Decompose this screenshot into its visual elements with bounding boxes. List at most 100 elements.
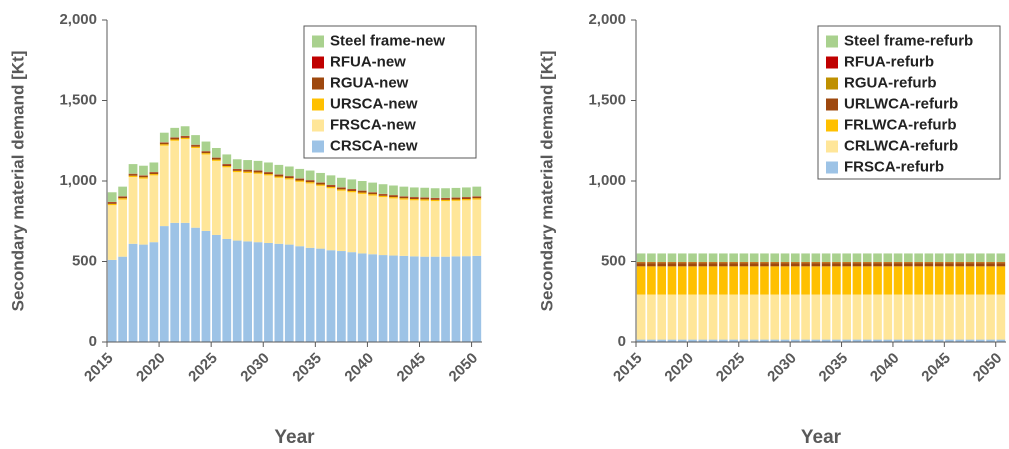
bar-segment (420, 256, 430, 342)
bar-segment (305, 180, 315, 183)
bar-segment (149, 172, 159, 175)
legend-label: RFUA-new (330, 53, 406, 70)
bar-segment (986, 266, 995, 295)
bar-segment (337, 190, 346, 252)
bar-segment (441, 198, 450, 200)
bar-segment (677, 262, 687, 264)
bar-segment (821, 262, 831, 264)
bar-segment (305, 247, 315, 342)
bar-segment (790, 266, 800, 295)
bar-segment (749, 294, 759, 340)
bar-segment (284, 244, 294, 342)
bar-segment (264, 162, 273, 173)
bar-segment (159, 142, 169, 145)
bar-segment (284, 178, 294, 180)
bar-segment (462, 199, 471, 201)
legend-swatch (826, 77, 838, 90)
bar-segment (191, 135, 200, 145)
y-tick-label: 500 (601, 252, 626, 269)
bar-segment (295, 180, 305, 182)
bar-segment (883, 266, 893, 295)
x-tick-label: 2015 (81, 350, 117, 386)
bar-segment (934, 266, 944, 295)
bar-segment (212, 234, 221, 342)
bar-segment (986, 262, 995, 264)
x-tick-label: 2035 (289, 350, 325, 386)
bar-segment (739, 266, 749, 295)
x-tick-label: 2040 (341, 350, 377, 386)
bar-segment (378, 195, 388, 198)
y-tick-label: 0 (89, 333, 97, 350)
bar-segment (222, 166, 232, 168)
bar-segment (191, 147, 200, 228)
legend-label: CRLWCA-refurb (844, 137, 958, 154)
bar-segment (698, 253, 708, 262)
bar-segment (128, 164, 138, 174)
bar-segment (862, 266, 872, 295)
bar-segment (389, 198, 398, 256)
bar-segment (986, 253, 995, 262)
bar-segment (883, 262, 893, 264)
bar-segment (264, 242, 273, 342)
bar-segment (955, 263, 965, 267)
bar-segment (149, 242, 159, 342)
bar-segment (667, 263, 677, 267)
x-tick-label: 2035 (816, 350, 852, 386)
bar-segment (305, 170, 315, 181)
bar-segment (708, 262, 718, 264)
bar-segment (399, 198, 409, 200)
bar-segment (378, 184, 388, 194)
bar-segment (883, 253, 893, 262)
bar-segment (441, 188, 450, 198)
bar-segment (149, 174, 159, 176)
bar-segment (832, 266, 841, 295)
bar-segment (159, 132, 169, 143)
bar-segment (688, 339, 697, 342)
bar-segment (409, 199, 419, 201)
bar-segment (749, 262, 759, 264)
bar-segment (893, 253, 903, 262)
legend-label: FRSCA-new (330, 116, 416, 133)
bar-segment (729, 294, 738, 340)
bar-segment (264, 172, 273, 175)
bar-segment (790, 294, 800, 340)
bar-segment (975, 262, 985, 264)
bar-segment (430, 199, 440, 202)
bar-segment (811, 253, 821, 262)
bar-segment (409, 197, 419, 200)
bar-segment (212, 159, 221, 161)
bar-segment (760, 263, 769, 267)
bar-segment (264, 174, 273, 176)
bar-segment (430, 198, 440, 200)
bar-segment (965, 294, 975, 340)
legend-swatch (312, 140, 324, 153)
bar-segment (749, 253, 759, 262)
bar-segment (780, 253, 790, 262)
bar-segment (139, 244, 148, 342)
bar-segment (996, 294, 1006, 340)
bar-segment (760, 339, 769, 342)
bar-segment (688, 294, 697, 340)
bar-segment (996, 263, 1006, 267)
bar-segment (180, 222, 190, 342)
bar-segment (945, 262, 954, 264)
bar-segment (180, 136, 190, 138)
bar-segment (708, 294, 718, 340)
bar-segment (222, 238, 232, 342)
bar-segment (893, 339, 903, 342)
bar-segment (842, 266, 852, 295)
bar-segment (780, 262, 790, 264)
bar-segment (986, 339, 995, 342)
bar-segment (347, 179, 357, 190)
bar-segment (801, 262, 810, 264)
bar-segment (647, 339, 656, 342)
bar-segment (316, 182, 325, 185)
bar-segment (677, 253, 687, 262)
bar-segment (451, 200, 461, 257)
bar-segment (201, 151, 211, 154)
bar-segment (472, 198, 482, 200)
bar-segment (862, 253, 872, 262)
bar-segment (811, 339, 821, 342)
bar-segment (996, 266, 1006, 295)
bar-segment (801, 263, 810, 267)
